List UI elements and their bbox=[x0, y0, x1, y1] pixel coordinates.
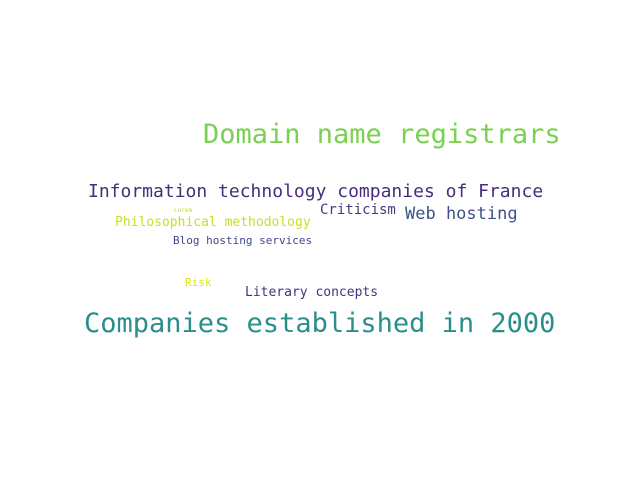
word-companies-established-2000: Companies established in 2000 bbox=[84, 308, 556, 339]
word-risk: Risk bbox=[185, 276, 212, 289]
word-literary-concepts: Literary concepts bbox=[245, 285, 379, 300]
word-criticism: Criticism bbox=[320, 202, 396, 218]
word-blog-hosting-services: Blog hosting services bbox=[173, 234, 313, 247]
word-web-hosting: Web hosting bbox=[405, 204, 518, 224]
word-domain-name-registrars: Domain name registrars bbox=[203, 119, 561, 150]
word-philosophical-methodology: Philosophical methodology bbox=[115, 215, 311, 230]
word-tiny: Lorem bbox=[174, 207, 193, 214]
word-it-companies-of-france: Information technology companies of Fran… bbox=[88, 181, 544, 202]
